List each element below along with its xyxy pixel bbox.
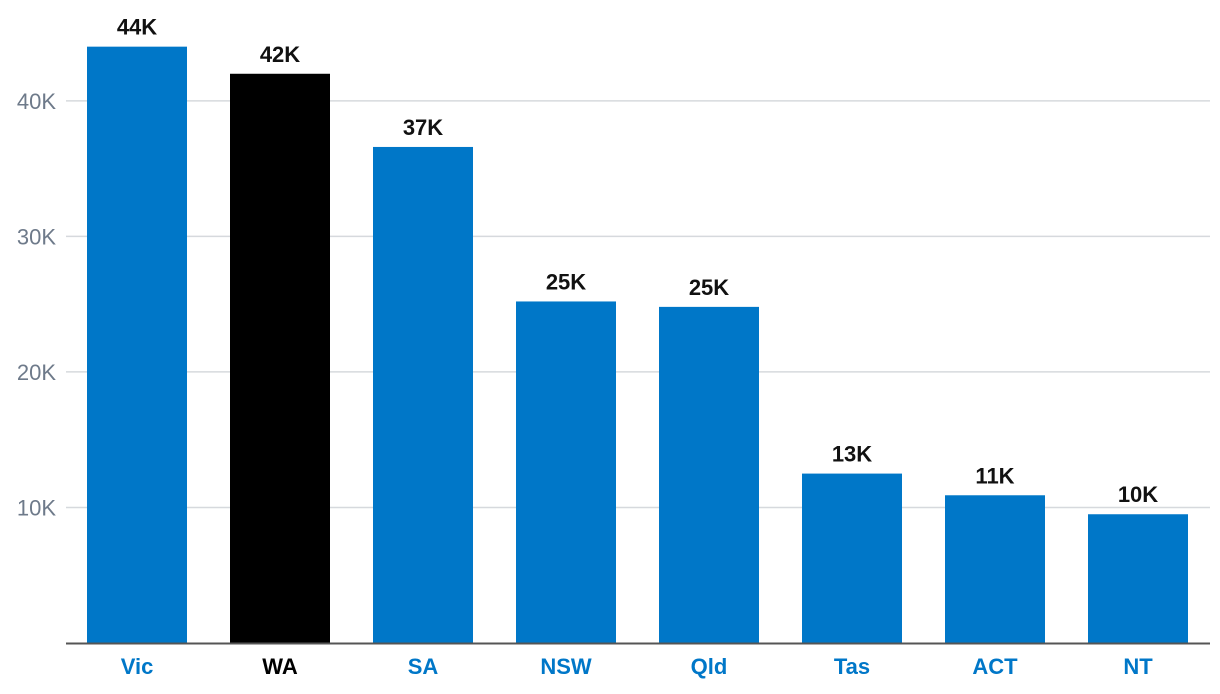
y-tick-label: 30K — [17, 224, 56, 249]
bar-nsw — [516, 301, 616, 643]
bar-vic — [87, 46, 187, 644]
category-label-nt: NT — [1123, 654, 1153, 679]
category-label-wa: WA — [262, 654, 298, 679]
category-label-qld: Qld — [691, 654, 728, 679]
bar-tas — [802, 473, 902, 643]
y-tick-label: 20K — [17, 360, 56, 385]
bar-nt — [1088, 514, 1188, 643]
y-axis-ticks: 10K 20K 30K 40K — [17, 89, 56, 521]
category-label-sa: SA — [408, 654, 439, 679]
bar-qld — [659, 306, 759, 643]
data-label-vic: 44K — [117, 15, 157, 40]
data-label-sa: 37K — [403, 115, 443, 140]
data-label-nsw: 25K — [546, 269, 586, 294]
data-label-nt: 10K — [1118, 482, 1158, 507]
category-label-vic: Vic — [121, 654, 154, 679]
category-label-act: ACT — [972, 654, 1018, 679]
bar-act — [945, 495, 1045, 643]
category-labels: Vic WA SA NSW Qld Tas ACT NT — [121, 654, 1154, 679]
category-label-tas: Tas — [834, 654, 870, 679]
data-label-act: 11K — [975, 463, 1014, 488]
data-label-wa: 42K — [260, 42, 300, 67]
category-label-nsw: NSW — [540, 654, 592, 679]
bars — [87, 46, 1188, 644]
bar-sa — [373, 146, 473, 643]
data-label-qld: 25K — [689, 275, 729, 300]
data-labels: 44K 42K 37K 25K 25K 13K 11K 10K — [117, 15, 1158, 508]
y-tick-label: 40K — [17, 89, 56, 114]
bar-wa — [230, 73, 330, 643]
data-label-tas: 13K — [832, 442, 872, 467]
y-tick-label: 10K — [17, 495, 56, 520]
